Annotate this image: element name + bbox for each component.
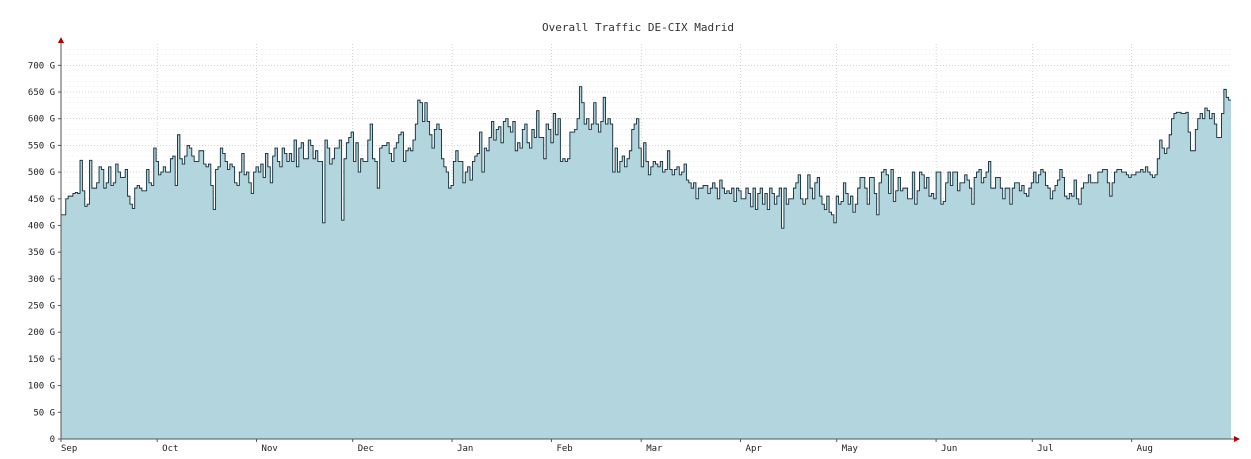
x-tick-label: Nov	[262, 444, 278, 454]
y-tick-label: 150 G	[28, 355, 55, 365]
x-tick-label: May	[842, 444, 859, 454]
plot-area	[61, 86, 1231, 439]
y-tick-label: 550 G	[28, 141, 55, 151]
x-axis-ticks: Sep Oct Nov Dec Jan Feb Mar Apr May Jun Jul Aug	[60, 439, 1153, 454]
x-tick-label: Oct	[162, 444, 178, 454]
y-tick-label: 700 G	[28, 61, 55, 71]
x-tick-label: Aug	[1137, 444, 1153, 454]
y-tick-label: 650 G	[28, 88, 55, 98]
y-tick-label: 300 G	[28, 275, 55, 285]
y-tick-label: 500 G	[28, 168, 55, 178]
y-axis-ticks: 0 50 G 100 G 150 G 200 G 250 G 300 G 350 G 400 G…	[28, 61, 61, 445]
y-tick-label: 50 G	[33, 408, 55, 418]
y-tick-label: 100 G	[28, 382, 55, 392]
x-tick-label: Jan	[457, 444, 473, 454]
y-tick-label: 350 G	[28, 248, 55, 258]
x-tick-label: Apr	[746, 444, 763, 454]
y-tick-label: 600 G	[28, 115, 55, 125]
x-axis-arrow	[1234, 436, 1240, 442]
y-tick-label: 0	[50, 435, 55, 445]
x-tick-label: Dec	[358, 444, 374, 454]
y-tick-label: 400 G	[28, 221, 55, 231]
y-tick-label: 200 G	[28, 328, 55, 338]
chart-title: Overall Traffic DE-CIX Madrid	[542, 21, 734, 34]
x-tick-label: Jun	[941, 444, 957, 454]
x-tick-label: Jul	[1037, 444, 1053, 454]
traffic-area	[61, 86, 1231, 439]
traffic-line	[61, 86, 1231, 229]
x-tick-label: Mar	[646, 444, 663, 454]
x-tick-label: Feb	[556, 444, 572, 454]
y-tick-label: 250 G	[28, 302, 55, 312]
y-tick-label: 450 G	[28, 195, 55, 205]
x-tick-label: Sep	[61, 444, 77, 454]
y-axis-arrow	[58, 37, 64, 43]
